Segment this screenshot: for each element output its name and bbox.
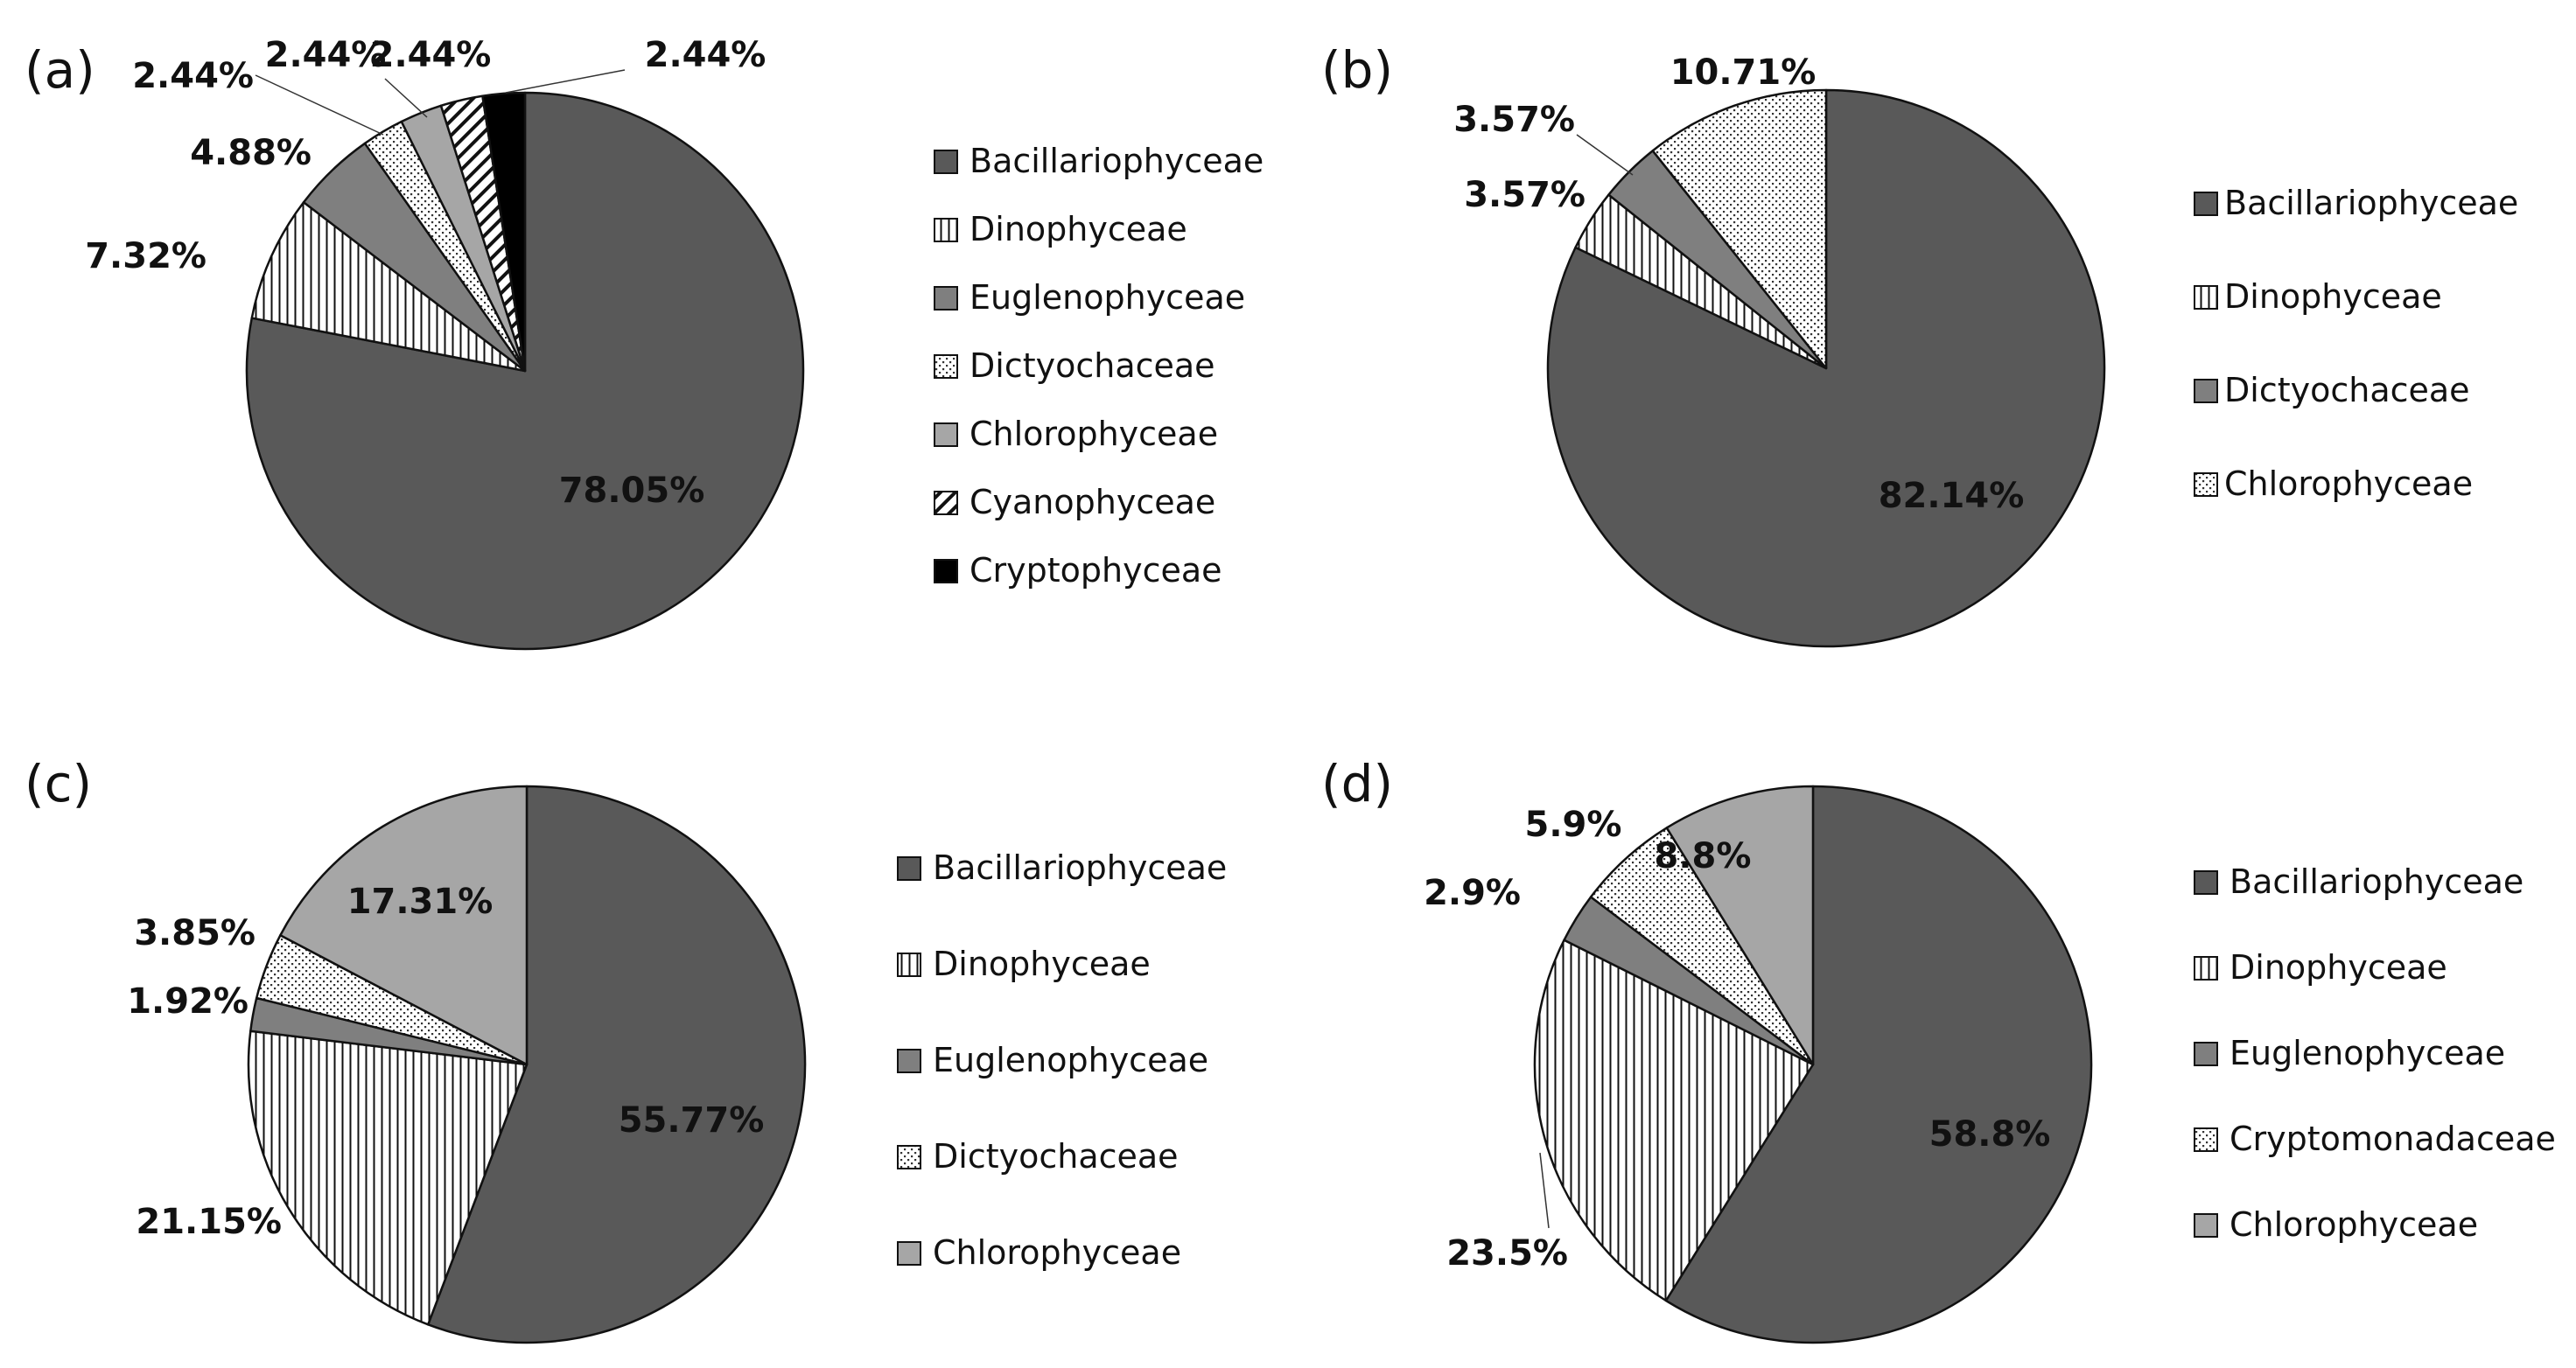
slice-label-chlorophyceae: 10.71% (1670, 52, 1816, 93)
legend-label-dinophyceae: Dinophyceae (933, 945, 1151, 983)
legend-swatch-cryptomonadaceae (2194, 1127, 2218, 1152)
leader-line-dictyochaceae (1576, 134, 1634, 176)
slice-label-dinophyceae: 21.15% (136, 1202, 282, 1242)
legend-swatch-dinophyceae (897, 953, 921, 977)
legend-label-euglenophyceae: Euglenophyceae (970, 278, 1245, 317)
pie-slice-chlorophyceae (1665, 785, 1815, 1066)
slice-label-bacillariophyceae: 78.05% (559, 471, 705, 511)
panel-label-d: (d) (1321, 754, 1393, 813)
slice-label-bacillariophyceae: 82.14% (1879, 476, 2025, 516)
legend-label-dictyochaceae: Dictyochaceae (2224, 371, 2470, 409)
leader-line-dictyochaceae (255, 74, 384, 136)
legend-label-chlorophyceae: Chlorophyceae (933, 1233, 1181, 1272)
leader-line-dinophyceae (1539, 1152, 1550, 1229)
legend-label-dinophyceae: Dinophyceae (2224, 277, 2442, 316)
slice-label-bacillariophyceae: 58.8% (1929, 1114, 2051, 1155)
legend-swatch-bacillariophyceae (897, 856, 921, 881)
legend-swatch-cryptophyceae (934, 559, 958, 583)
legend-swatch-dinophyceae (934, 218, 958, 242)
legend-label-euglenophyceae: Euglenophyceae (933, 1041, 1208, 1079)
legend-swatch-chlorophyceae (934, 422, 958, 447)
legend-swatch-euglenophyceae (897, 1049, 921, 1073)
slice-label-dictyochaceae: 3.85% (134, 913, 256, 953)
slice-label-dinophyceae: 3.57% (1464, 175, 1586, 215)
legend-label-dinophyceae: Dinophyceae (970, 210, 1187, 248)
legend-label-dictyochaceae: Dictyochaceae (933, 1137, 1179, 1176)
pie-slice-chlorophyceae (279, 785, 528, 1066)
legend-swatch-bacillariophyceae (934, 150, 958, 174)
leader-line-cryptophyceae (505, 69, 626, 94)
legend-label-cryptophyceae: Cryptophyceae (970, 551, 1222, 590)
legend-label-chlorophyceae: Chlorophyceae (2230, 1205, 2478, 1244)
legend-swatch-chlorophyceae (897, 1241, 921, 1266)
legend-swatch-euglenophyceae (934, 286, 958, 311)
pie-slice-cryptophyceae (481, 91, 527, 373)
slice-label-cyanophyceae: 2.44% (370, 35, 492, 75)
panel-label-c: (c) (24, 754, 92, 813)
legend-swatch-dictyochaceae (2194, 379, 2218, 403)
legend-swatch-bacillariophyceae (2194, 870, 2218, 895)
slice-label-euglenophyceae: 1.92% (127, 981, 248, 1022)
slice-label-chlorophyceae: 8.8% (1655, 836, 1752, 876)
legend-swatch-dinophyceae (2194, 285, 2218, 310)
legend-label-bacillariophyceae: Bacillariophyceae (2230, 862, 2524, 901)
legend-swatch-bacillariophyceae (2194, 192, 2218, 216)
slice-label-dinophyceae: 23.5% (1446, 1233, 1568, 1274)
legend-label-dictyochaceae: Dictyochaceae (970, 346, 1215, 385)
legend-label-cryptomonadaceae: Cryptomonadaceae (2230, 1120, 2556, 1158)
legend-label-bacillariophyceae: Bacillariophyceae (933, 848, 1227, 887)
legend-swatch-chlorophyceae (2194, 1213, 2218, 1238)
legend-label-chlorophyceae: Chlorophyceae (970, 415, 1218, 453)
panel-label-a: (a) (24, 40, 95, 100)
pie-chart-panel-d: (d) 58.8% 23.5% 2.9%5.9% 8.8% Bacillariophyce… (1321, 754, 2556, 1344)
legend-swatch-dictyochaceae (897, 1145, 921, 1169)
legend-label-bacillariophyceae: Bacillariophyceae (970, 142, 1264, 180)
legend-label-chlorophyceae: Chlorophyceae (2224, 464, 2473, 503)
legend-label-bacillariophyceae: Bacillariophyceae (2224, 184, 2518, 222)
legend-swatch-chlorophyceae (2194, 472, 2218, 497)
pie-slice-chlorophyceae (1651, 88, 1828, 370)
slice-label-chlorophyceae: 2.44% (265, 35, 387, 75)
slice-label-chlorophyceae: 17.31% (347, 882, 494, 922)
slice-label-bacillariophyceae: 55.77% (619, 1100, 765, 1141)
pie-chart-panel-c: (c) 55.77% 21.15% 1.92% 3.85% 17.31% Bacillari… (24, 754, 1227, 1344)
slice-label-dictyochaceae: 3.57% (1453, 100, 1575, 140)
legend-swatch-euglenophyceae (2194, 1042, 2218, 1066)
pie-chart-panel-b: (b) 82.14% 3.57% 3.57% 10.71% Bacillariophyce… (1321, 40, 2518, 648)
panel-label-b: (b) (1321, 40, 1393, 100)
slice-label-cryptomonadaceae: 5.9% (1525, 805, 1622, 845)
legend-swatch-dictyochaceae (934, 354, 958, 379)
pie-slice-bacillariophyceae (426, 785, 807, 1344)
pie-slice-dinophyceae (247, 1029, 528, 1326)
pie-chart-panel-a: (a)78.05%7.32%4.88%2.44%2.44%2.44% 2.44%B… (24, 35, 1264, 651)
slice-label-euglenophyceae: 2.9% (1424, 873, 1521, 913)
slice-label-euglenophyceae: 4.88% (190, 133, 312, 173)
leader-line-chlorophyceae (384, 78, 428, 118)
legend-swatch-dinophyceae (2194, 956, 2218, 981)
pie-slice-dinophyceae (250, 201, 527, 373)
legend-label-cyanophyceae: Cyanophyceae (970, 483, 1215, 521)
slice-label-dinophyceae: 7.32% (85, 236, 206, 276)
legend-label-dinophyceae: Dinophyceae (2230, 948, 2447, 987)
pie-slice-bacillariophyceae (245, 91, 805, 651)
pie-slice-bacillariophyceae (1664, 785, 2093, 1344)
legend-label-euglenophyceae: Euglenophyceae (2230, 1034, 2505, 1072)
slice-label-cryptophyceae: 2.44% (645, 35, 766, 75)
legend-swatch-cyanophyceae (934, 491, 958, 515)
slice-label-dictyochaceae: 2.44% (132, 56, 254, 96)
